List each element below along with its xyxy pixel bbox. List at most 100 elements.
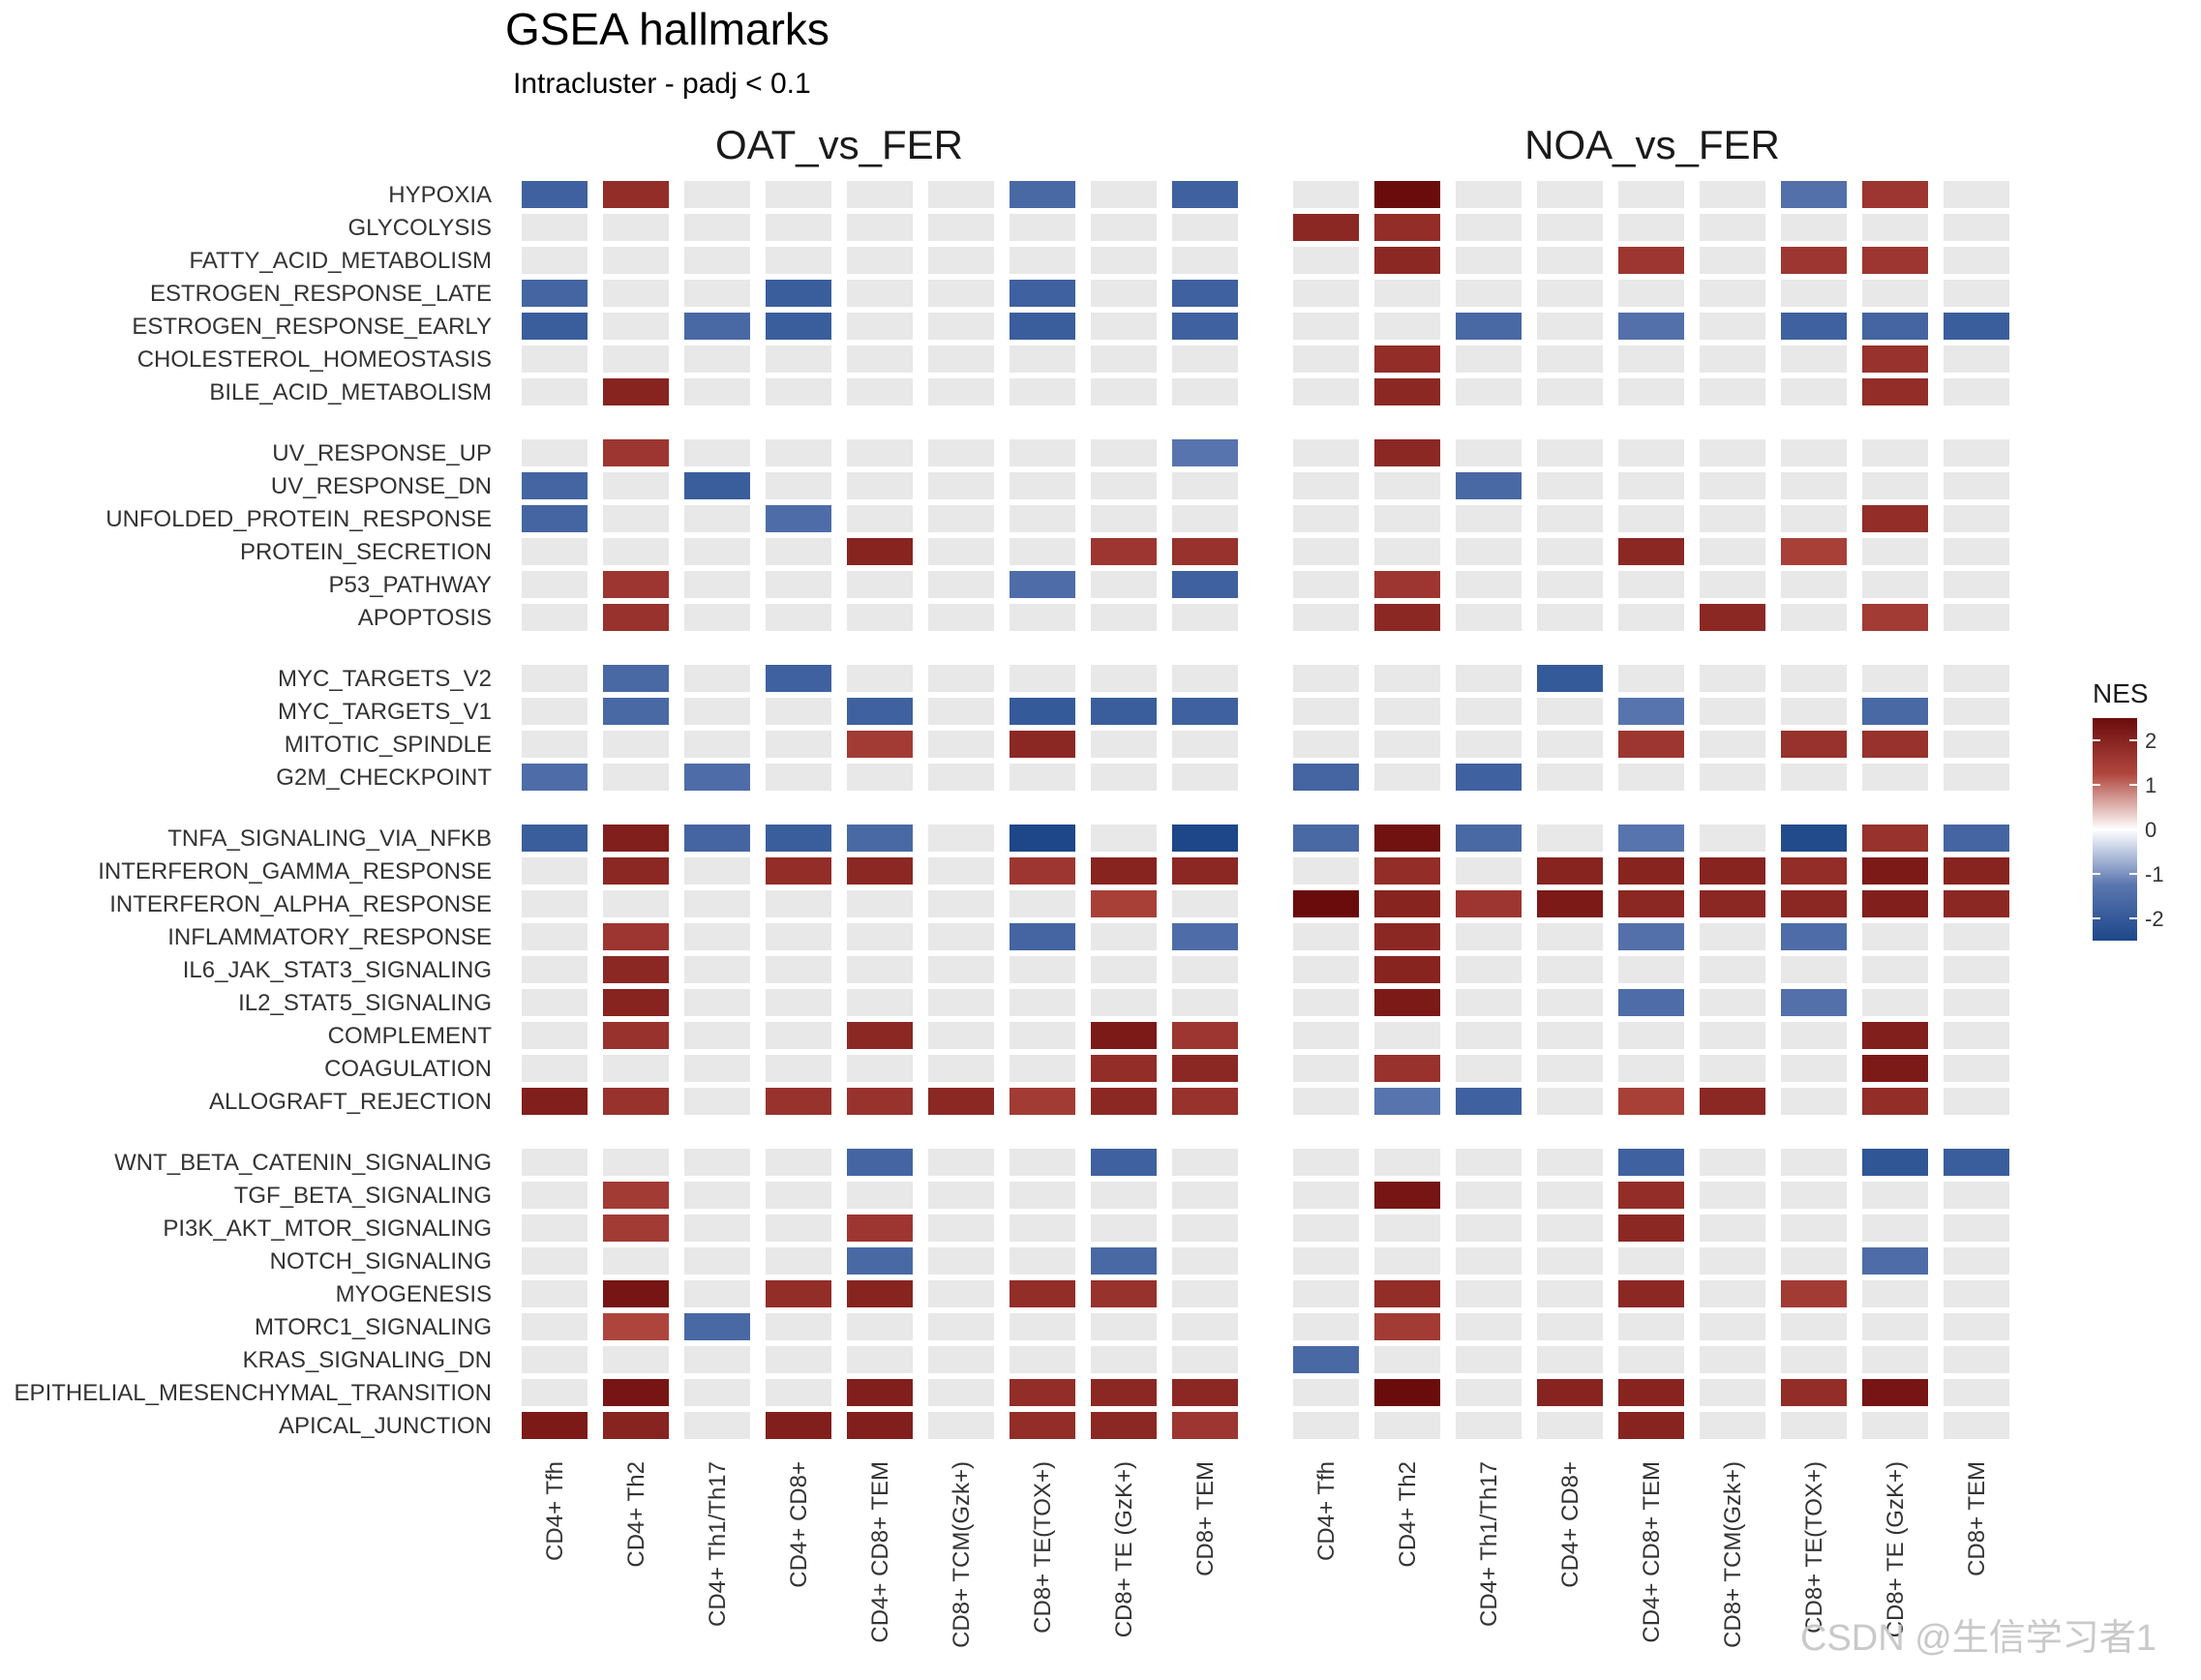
heatmap-cell-noa-vs-fer-notch-signaling-cd4-cd8 <box>1537 1247 1603 1275</box>
heatmap-cell-noa-vs-fer-apoptosis-cd4-cd8 <box>1537 604 1603 631</box>
heatmap-cell-noa-vs-fer-hypoxia-cd8-tcm-gzk <box>1700 181 1765 208</box>
heatmap-cell-noa-vs-fer-bile-acid-metabolism-cd8-te-tox <box>1781 378 1847 405</box>
heatmap-cell-noa-vs-fer-il2-stat5-signaling-cd4-th2 <box>1374 989 1440 1016</box>
heatmap-cell-oat-vs-fer-myogenesis-cd4-cd8 <box>766 1280 831 1307</box>
heatmap-cell-noa-vs-fer-il2-stat5-signaling-cd8-te-tox <box>1781 989 1847 1016</box>
heatmap-cell-noa-vs-fer-complement-cd4-cd8-tem <box>1618 1022 1684 1049</box>
heatmap-cell-oat-vs-fer-interferon-alpha-response-cd4-th2 <box>603 890 669 917</box>
heatmap-cell-oat-vs-fer-pi3k-akt-mtor-signaling-cd4-th1-th17 <box>684 1215 750 1242</box>
heatmap-cell-oat-vs-fer-kras-signaling-dn-cd4-th1-th17 <box>684 1346 750 1373</box>
heatmap-cell-oat-vs-fer-bile-acid-metabolism-cd8-te-tox <box>1010 378 1075 405</box>
row-label-notch-signaling: NOTCH_SIGNALING <box>270 1248 492 1275</box>
heatmap-cell-oat-vs-fer-kras-signaling-dn-cd8-te-tox <box>1010 1346 1075 1373</box>
heatmap-cell-noa-vs-fer-coagulation-cd4-cd8-tem <box>1618 1055 1684 1082</box>
heatmap-cell-oat-vs-fer-coagulation-cd8-te-tox <box>1010 1055 1075 1082</box>
heatmap-cell-oat-vs-fer-estrogen-response-late-cd4-tfh <box>522 280 588 307</box>
heatmap-cell-oat-vs-fer-protein-secretion-cd8-tem <box>1172 538 1238 565</box>
heatmap-cell-oat-vs-fer-cholesterol-homeostasis-cd4-cd8 <box>766 345 831 373</box>
heatmap-cell-oat-vs-fer-interferon-gamma-response-cd4-th1-th17 <box>684 857 750 885</box>
heatmap-cell-noa-vs-fer-coagulation-cd4-cd8 <box>1537 1055 1603 1082</box>
heatmap-cell-noa-vs-fer-mtorc1-signaling-cd4-cd8 <box>1537 1313 1603 1340</box>
heatmap-cell-oat-vs-fer-mtorc1-signaling-cd8-te-tox <box>1010 1313 1075 1340</box>
heatmap-cell-noa-vs-fer-uv-response-up-cd8-te-tox <box>1781 439 1847 466</box>
heatmap-cell-oat-vs-fer-glycolysis-cd4-tfh <box>522 214 588 241</box>
heatmap-cell-oat-vs-fer-allograft-rejection-cd8-te-gzk <box>1091 1088 1157 1115</box>
heatmap-cell-noa-vs-fer-bile-acid-metabolism-cd4-th2 <box>1374 378 1440 405</box>
heatmap-cell-oat-vs-fer-fatty-acid-metabolism-cd4-th1-th17 <box>684 247 750 274</box>
heatmap-cell-oat-vs-fer-cholesterol-homeostasis-cd4-cd8-tem <box>847 345 913 373</box>
heatmap-cell-oat-vs-fer-estrogen-response-late-cd4-th1-th17 <box>684 280 750 307</box>
heatmap-cell-noa-vs-fer-myc-targets-v1-cd8-tcm-gzk <box>1700 698 1765 725</box>
heatmap-cell-oat-vs-fer-bile-acid-metabolism-cd4-tfh <box>522 378 588 405</box>
heatmap-cell-noa-vs-fer-il2-stat5-signaling-cd4-cd8-tem <box>1618 989 1684 1016</box>
heatmap-cell-oat-vs-fer-il2-stat5-signaling-cd8-te-gzk <box>1091 989 1157 1016</box>
heatmap-cell-noa-vs-fer-myogenesis-cd8-tcm-gzk <box>1700 1280 1765 1307</box>
heatmap-cell-noa-vs-fer-mitotic-spindle-cd4-cd8 <box>1537 731 1603 758</box>
column-label-noa-vs-fer-cd4-th2: CD4+ Th2 <box>1395 1461 1421 1568</box>
heatmap-cell-oat-vs-fer-coagulation-cd4-cd8-tem <box>847 1055 913 1082</box>
heatmap-cell-oat-vs-fer-interferon-alpha-response-cd8-tem <box>1172 890 1238 917</box>
heatmap-cell-oat-vs-fer-apical-junction-cd4-cd8-tem <box>847 1412 913 1439</box>
heatmap-cell-noa-vs-fer-myc-targets-v2-cd8-tem <box>1944 665 2009 692</box>
heatmap-cell-oat-vs-fer-mtorc1-signaling-cd4-cd8 <box>766 1313 831 1340</box>
heatmap-cell-oat-vs-fer-protein-secretion-cd8-te-tox <box>1010 538 1075 565</box>
heatmap-cell-oat-vs-fer-fatty-acid-metabolism-cd4-cd8 <box>766 247 831 274</box>
heatmap-cell-oat-vs-fer-uv-response-dn-cd8-te-gzk <box>1091 472 1157 499</box>
heatmap-cell-oat-vs-fer-coagulation-cd4-tfh <box>522 1055 588 1082</box>
heatmap-cell-noa-vs-fer-protein-secretion-cd4-cd8-tem <box>1618 538 1684 565</box>
column-label-oat-vs-fer-cd8-tcm-gzk: CD8+ TCM(Gzk+) <box>949 1461 975 1648</box>
heatmap-cell-noa-vs-fer-mtorc1-signaling-cd8-tcm-gzk <box>1700 1313 1765 1340</box>
heatmap-cell-noa-vs-fer-pi3k-akt-mtor-signaling-cd4-tfh <box>1293 1215 1359 1242</box>
row-label-unfolded-protein-response: UNFOLDED_PROTEIN_RESPONSE <box>106 506 492 532</box>
heatmap-cell-oat-vs-fer-bile-acid-metabolism-cd8-tcm-gzk <box>928 378 994 405</box>
heatmap-cell-noa-vs-fer-hypoxia-cd4-th2 <box>1374 181 1440 208</box>
heatmap-cell-noa-vs-fer-unfolded-protein-response-cd4-th1-th17 <box>1456 505 1522 532</box>
heatmap-cell-noa-vs-fer-wnt-beta-catenin-signaling-cd4-tfh <box>1293 1149 1359 1176</box>
heatmap-cell-oat-vs-fer-epithelial-mesenchymal-transition-cd8-te-tox <box>1010 1379 1075 1406</box>
heatmap-cell-oat-vs-fer-myc-targets-v1-cd4-cd8 <box>766 698 831 725</box>
heatmap-cell-oat-vs-fer-il2-stat5-signaling-cd8-te-tox <box>1010 989 1075 1016</box>
heatmap-cell-noa-vs-fer-wnt-beta-catenin-signaling-cd4-th1-th17 <box>1456 1149 1522 1176</box>
column-labels-noa: CD4+ Tfh CD4+ Th2 CD4+ Th1/Th17 CD4+ CD8+ CD… <box>1313 1461 1990 1648</box>
heatmap-cell-noa-vs-fer-myogenesis-cd4-cd8-tem <box>1618 1280 1684 1307</box>
heatmap-cell-oat-vs-fer-estrogen-response-early-cd8-tcm-gzk <box>928 313 994 340</box>
heatmap-cell-oat-vs-fer-tgf-beta-signaling-cd4-cd8 <box>766 1182 831 1209</box>
heatmap-cell-noa-vs-fer-il6-jak-stat3-signaling-cd8-te-tox <box>1781 956 1847 983</box>
legend-tick-label: -2 <box>2145 907 2164 931</box>
heatmap-cell-oat-vs-fer-hypoxia-cd8-tcm-gzk <box>928 181 994 208</box>
heatmap-cell-noa-vs-fer-fatty-acid-metabolism-cd8-tem <box>1944 247 2009 274</box>
heatmap-cell-oat-vs-fer-notch-signaling-cd8-tem <box>1172 1247 1238 1275</box>
heatmap-cell-noa-vs-fer-epithelial-mesenchymal-transition-cd4-th2 <box>1374 1379 1440 1406</box>
heatmap-cell-oat-vs-fer-interferon-gamma-response-cd4-cd8 <box>766 857 831 885</box>
heatmap-cell-oat-vs-fer-myc-targets-v1-cd8-tem <box>1172 698 1238 725</box>
heatmap-cell-oat-vs-fer-uv-response-dn-cd8-te-tox <box>1010 472 1075 499</box>
heatmap-cell-oat-vs-fer-wnt-beta-catenin-signaling-cd8-tcm-gzk <box>928 1149 994 1176</box>
heatmap-cell-oat-vs-fer-bile-acid-metabolism-cd8-tem <box>1172 378 1238 405</box>
heatmap-cell-oat-vs-fer-cholesterol-homeostasis-cd8-te-tox <box>1010 345 1075 373</box>
heatmap-cell-noa-vs-fer-mtorc1-signaling-cd4-cd8-tem <box>1618 1313 1684 1340</box>
heatmap-cell-noa-vs-fer-notch-signaling-cd8-tcm-gzk <box>1700 1247 1765 1275</box>
heatmap-cell-noa-vs-fer-wnt-beta-catenin-signaling-cd4-cd8 <box>1537 1149 1603 1176</box>
heatmap-cell-noa-vs-fer-apoptosis-cd4-th2 <box>1374 604 1440 631</box>
heatmap-cell-noa-vs-fer-myogenesis-cd8-tem <box>1944 1280 2009 1307</box>
heatmap-cell-noa-vs-fer-coagulation-cd4-th2 <box>1374 1055 1440 1082</box>
heatmap-cell-oat-vs-fer-myogenesis-cd8-te-tox <box>1010 1280 1075 1307</box>
heatmap-cell-oat-vs-fer-apical-junction-cd4-th1-th17 <box>684 1412 750 1439</box>
row-label-kras-signaling-dn: KRAS_SIGNALING_DN <box>243 1347 492 1373</box>
heatmap-cell-oat-vs-fer-interferon-alpha-response-cd8-te-gzk <box>1091 890 1157 917</box>
heatmap-cell-noa-vs-fer-myogenesis-cd8-te-tox <box>1781 1280 1847 1307</box>
heatmap-cell-noa-vs-fer-inflammatory-response-cd4-th2 <box>1374 923 1440 950</box>
heatmap-cell-oat-vs-fer-unfolded-protein-response-cd4-th2 <box>603 505 669 532</box>
heatmap-cell-noa-vs-fer-unfolded-protein-response-cd4-th2 <box>1374 505 1440 532</box>
row-label-myc-targets-v1: MYC_TARGETS_V1 <box>278 699 492 725</box>
heatmap-cell-oat-vs-fer-mitotic-spindle-cd4-th2 <box>603 731 669 758</box>
heatmap-cell-oat-vs-fer-wnt-beta-catenin-signaling-cd4-th1-th17 <box>684 1149 750 1176</box>
heatmap-cell-oat-vs-fer-p53-pathway-cd4-tfh <box>522 571 588 598</box>
heatmap-cell-oat-vs-fer-il6-jak-stat3-signaling-cd8-te-tox <box>1010 956 1075 983</box>
heatmap-cell-noa-vs-fer-g2m-checkpoint-cd8-te-gzk <box>1862 764 1928 791</box>
heatmap-panel-noa <box>1293 181 2009 1439</box>
heatmap-cell-noa-vs-fer-myc-targets-v1-cd4-tfh <box>1293 698 1359 725</box>
heatmap-cell-oat-vs-fer-wnt-beta-catenin-signaling-cd8-tem <box>1172 1149 1238 1176</box>
heatmap-cell-oat-vs-fer-allograft-rejection-cd4-tfh <box>522 1088 588 1115</box>
heatmap-cell-noa-vs-fer-myogenesis-cd4-th1-th17 <box>1456 1280 1522 1307</box>
